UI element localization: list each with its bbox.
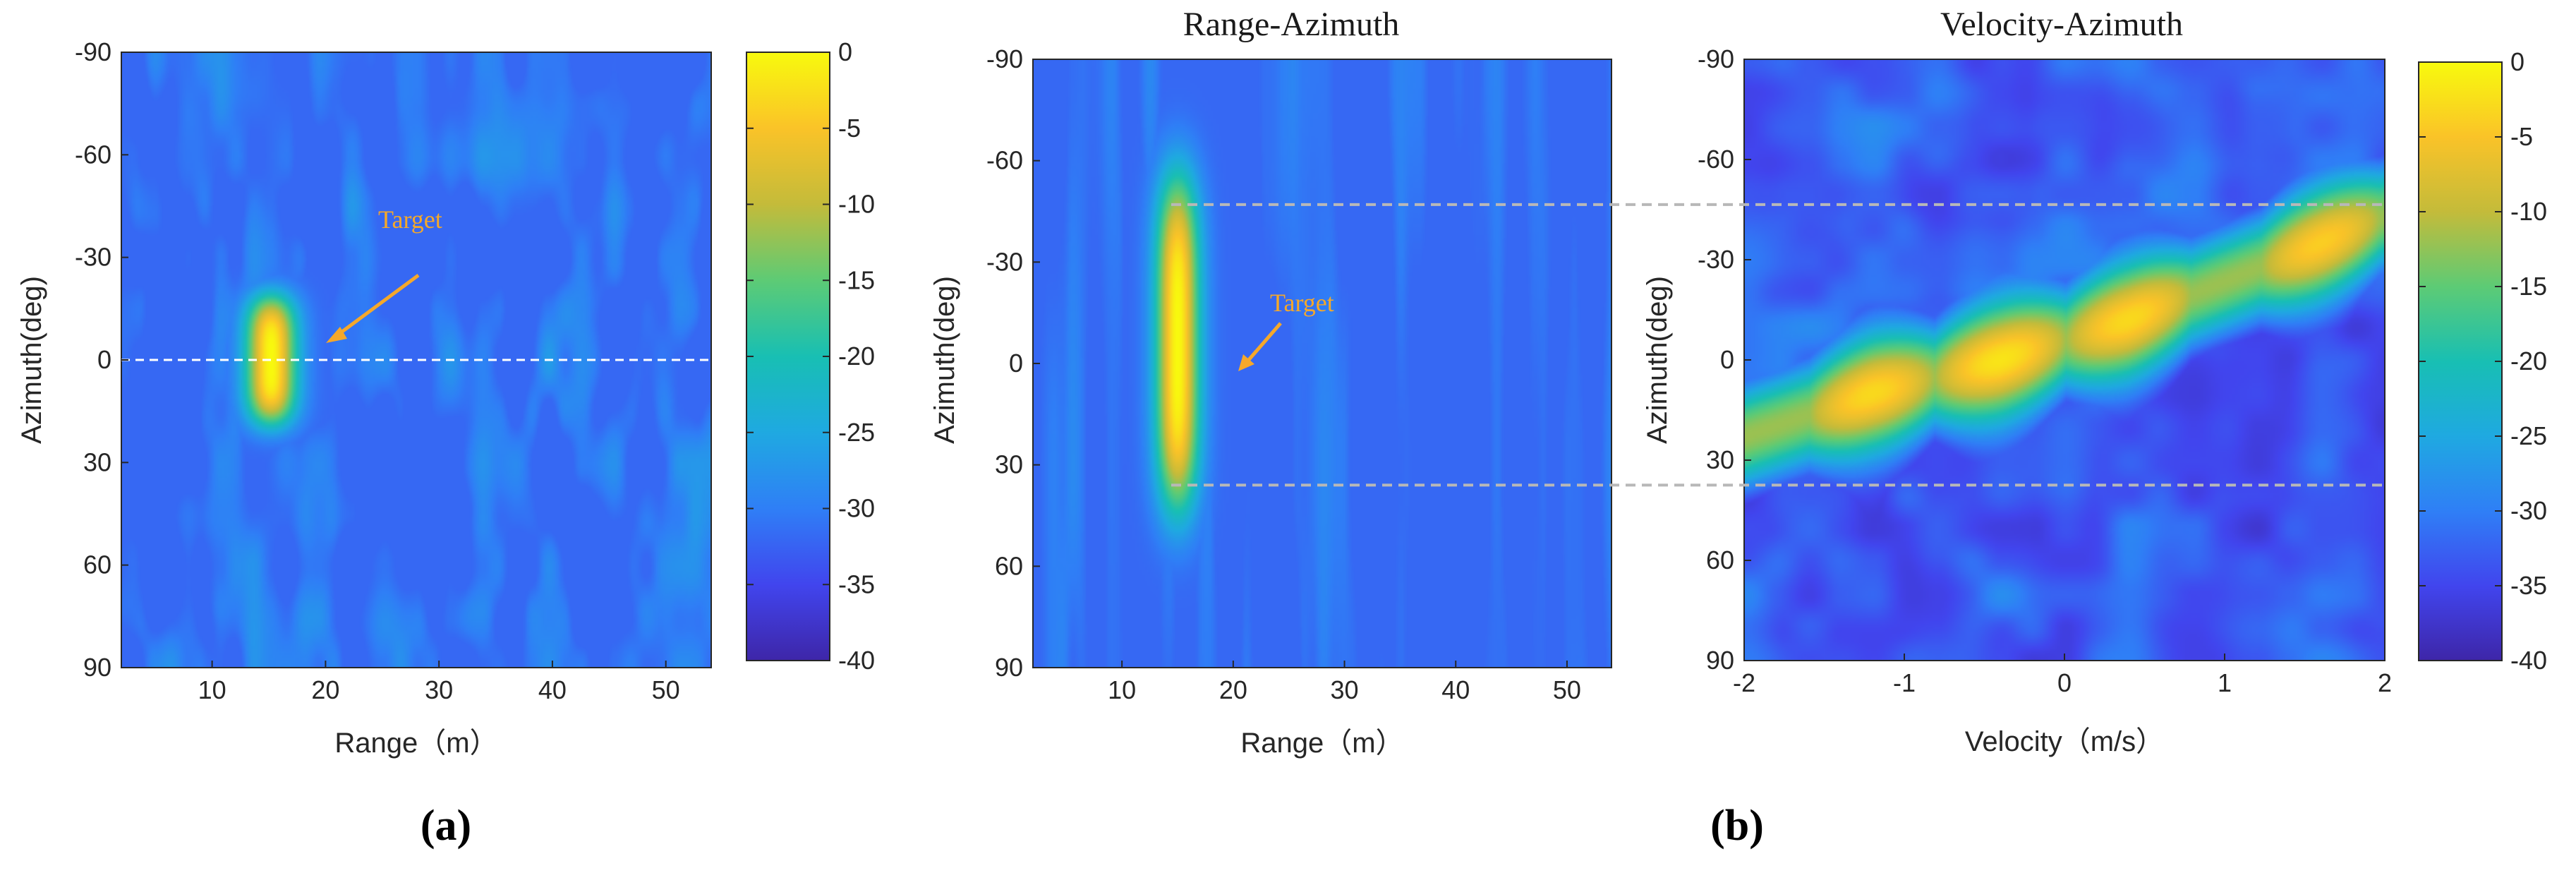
y-tick-label: -90 <box>75 37 111 66</box>
heatmap-b1-ticks: 10 20 30 40 50 -90 -60 -30 0 30 60 90 <box>986 44 1581 704</box>
colorbar-tick-label: -10 <box>2510 197 2547 226</box>
heatmap-b1-ylabel: Azimuth(deg) <box>929 276 960 444</box>
colorbar-tick-label: -25 <box>838 418 875 447</box>
colorbar-a: 0 -5 -10 -15 -20 -25 -30 -35 -40 <box>746 37 875 675</box>
heatmap-b2-xlabel: Velocity（m/s） <box>1965 726 2164 757</box>
x-tick-label: 10 <box>1108 675 1136 704</box>
heatmap-a-xlabel: Range（m） <box>334 728 497 759</box>
x-tick-label: 50 <box>652 675 680 704</box>
panel-label-a: (a) <box>421 802 471 850</box>
y-tick-label: 60 <box>1706 546 1734 574</box>
heatmap-b2-ticks: -2 -1 0 1 2 -90 -60 -30 0 30 60 90 <box>1698 44 2392 697</box>
colorbar-tick-label: -15 <box>2510 272 2547 301</box>
colorbar-tick-label: -40 <box>2510 646 2547 675</box>
heatmap-a-image <box>121 52 711 668</box>
target-label-b: Target <box>1270 289 1334 317</box>
x-tick-label: 40 <box>1441 675 1470 704</box>
x-tick-label: -1 <box>1893 668 1916 697</box>
y-tick-label: 0 <box>97 345 111 374</box>
heatmap-b2-title: Velocity-Azimuth <box>1940 6 2183 43</box>
x-tick-label: 40 <box>538 675 567 704</box>
y-tick-label: -60 <box>1698 145 1734 174</box>
heatmap-b2-image <box>1744 59 2385 661</box>
x-tick-label: 20 <box>1219 675 1247 704</box>
colorbar-tick-label: -35 <box>2510 571 2547 600</box>
colorbar-tick-label: -5 <box>838 114 861 143</box>
y-tick-label: -90 <box>986 44 1023 73</box>
colorbar-tick-label: -10 <box>838 190 875 219</box>
colorbar-tick-label: -30 <box>838 494 875 523</box>
colorbar-tick-label: -35 <box>838 570 875 598</box>
colorbar-tick-label: 0 <box>838 37 852 66</box>
x-tick-label: 2 <box>2378 668 2392 697</box>
y-tick-label: -60 <box>986 146 1023 175</box>
y-tick-label: 60 <box>995 551 1023 580</box>
y-tick-label: 60 <box>83 550 111 579</box>
colorbar-tick-label: -15 <box>838 265 875 294</box>
x-tick-label: 30 <box>425 675 453 704</box>
y-tick-label: -60 <box>75 140 111 169</box>
heatmap-a-ylabel: Azimuth(deg) <box>16 276 47 444</box>
colorbar-tick-label: -20 <box>2510 347 2547 375</box>
colorbar-tick-label: -40 <box>838 646 875 675</box>
heatmap-a-ticks: 10 20 30 40 50 -90 -60 -30 0 30 60 90 <box>75 37 680 704</box>
heatmap-b1-title: Range-Azimuth <box>1183 6 1400 43</box>
colorbar-tick-label: -25 <box>2510 421 2547 450</box>
panel-b-velocity-azimuth: Velocity-Azimuth -2 -1 0 1 2-90-60-300306090… <box>1642 6 2547 850</box>
target-arrow-a <box>336 273 420 337</box>
y-tick-label: 90 <box>83 653 111 682</box>
x-tick-label: 1 <box>2218 668 2232 697</box>
y-tick-label: 90 <box>1706 646 1734 675</box>
target-arrow-b-head <box>1238 354 1254 371</box>
target-arrow-b <box>1246 322 1282 363</box>
y-tick-label: 0 <box>1009 349 1023 378</box>
heatmap-b1-xlabel: Range（m） <box>1240 728 1403 759</box>
heatmap-b2-ylabel: Azimuth(deg) <box>1642 276 1673 444</box>
y-tick-label: -30 <box>1698 245 1734 274</box>
x-tick-label: 50 <box>1553 675 1581 704</box>
y-tick-label: 90 <box>995 653 1023 682</box>
x-tick-label: -2 <box>1733 668 1755 697</box>
target-arrow-a-head <box>326 327 347 343</box>
colorbar-tick-label: -20 <box>838 342 875 371</box>
x-tick-label: 20 <box>311 675 339 704</box>
y-tick-label: 30 <box>995 450 1023 479</box>
y-tick-label: -30 <box>75 243 111 272</box>
target-label-a: Target <box>378 205 442 234</box>
y-tick-label: -30 <box>986 247 1023 276</box>
colorbar-b: 0 -5 -10 -15 -20 -25 -30 -35 -40 <box>2418 47 2547 675</box>
panel-a: 10 20 30 40 50 -90 -60 -30 0 30 60 90 Range（m） Azim… <box>16 37 875 850</box>
heatmap-b1-image <box>1033 59 1611 668</box>
colorbar-tick-label: -30 <box>2510 496 2547 525</box>
x-tick-label: 0 <box>2057 668 2072 697</box>
y-tick-label: -90 <box>1698 44 1734 73</box>
y-tick-label: 0 <box>1720 345 1734 374</box>
y-tick-label: 30 <box>83 447 111 476</box>
x-tick-label: 10 <box>198 675 226 704</box>
panel-b-range-azimuth: Range-Azimuth 10 20 30 40 50 -90 -60 -30 0 30 60 90… <box>929 6 1612 759</box>
panel-label-b: (b) <box>1710 802 1764 850</box>
y-tick-label: 30 <box>1706 445 1734 474</box>
colorbar-tick-label: 0 <box>2510 47 2524 76</box>
colorbar-tick-label: -5 <box>2510 122 2533 151</box>
x-tick-label: 30 <box>1331 675 1359 704</box>
